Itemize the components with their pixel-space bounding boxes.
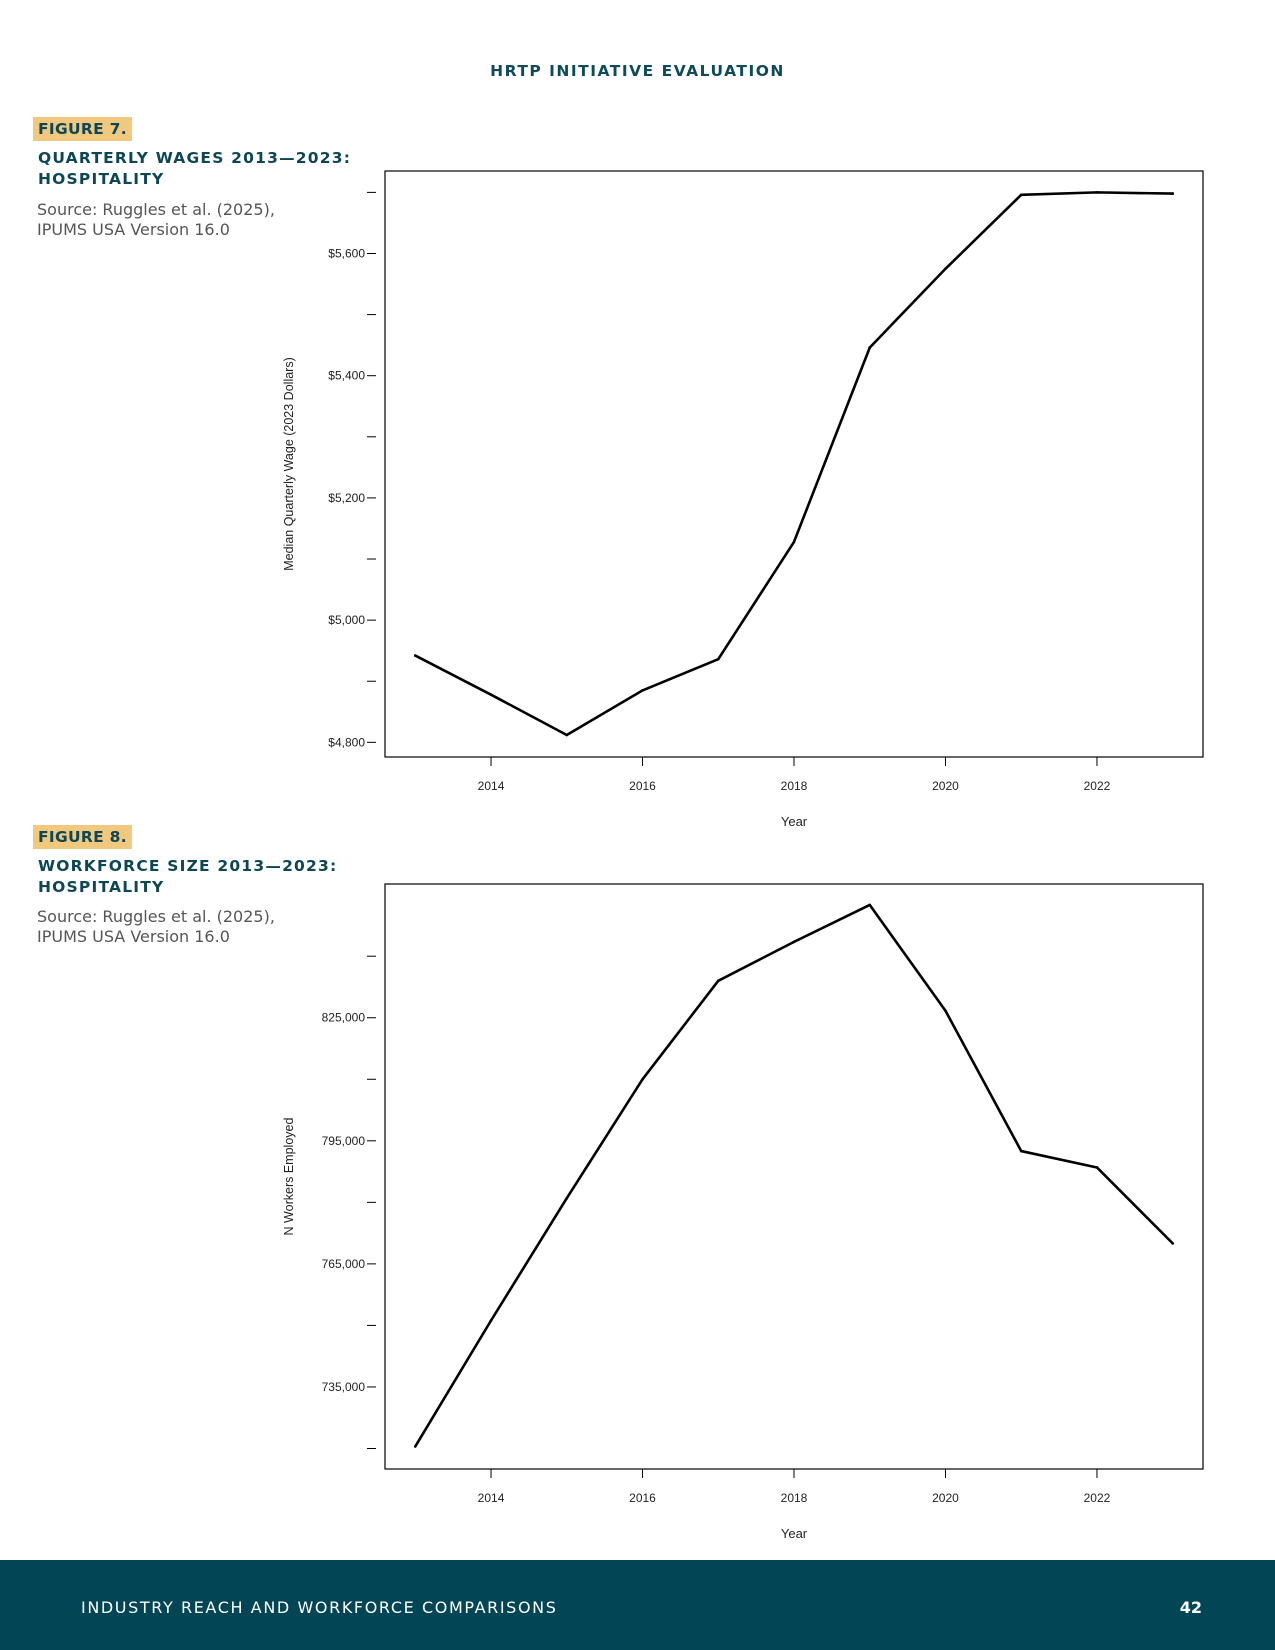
- data-point: [944, 1009, 947, 1013]
- x-tick-label: 2022: [1084, 779, 1111, 793]
- figure-7-tag: FIGURE 7.: [33, 117, 132, 141]
- data-point: [792, 540, 796, 544]
- figure-8-source: Source: Ruggles et al. (2025), IPUMS USA…: [37, 907, 275, 946]
- running-head: HRTP INITIATIVE EVALUATION: [490, 62, 785, 80]
- y-tick-label: $5,400: [328, 369, 365, 383]
- figure-8-title: WORKFORCE SIZE 2013—2023: HOSPITALITY: [38, 857, 338, 896]
- figure-7-title: QUARTERLY WAGES 2013—2023: HOSPITALITY: [38, 149, 352, 188]
- footer-section-title: INDUSTRY REACH AND WORKFORCE COMPARISONS: [81, 1598, 558, 1617]
- y-tick-label: 825,000: [322, 1011, 366, 1025]
- data-point: [1171, 1242, 1175, 1245]
- data-point: [489, 1319, 493, 1322]
- data-point: [413, 1445, 417, 1448]
- data-point: [1019, 1149, 1023, 1153]
- y-tick-label: 765,000: [322, 1257, 366, 1271]
- x-axis-title: Year: [781, 1526, 808, 1541]
- plot-frame: [384, 883, 1204, 1470]
- x-tick-label: 2022: [1084, 1491, 1111, 1505]
- y-tick-label: $5,000: [328, 613, 365, 627]
- x-tick-label: 2016: [629, 1491, 656, 1505]
- data-point: [792, 940, 796, 944]
- x-tick-label: 2014: [478, 1491, 505, 1505]
- y-axis-title: Median Quarterly Wage (2023 Dollars): [282, 357, 296, 571]
- y-tick-label: $5,200: [328, 491, 365, 505]
- y-tick-label: 795,000: [322, 1134, 366, 1148]
- data-point: [641, 1077, 644, 1081]
- data-point: [565, 1196, 569, 1200]
- data-point: [413, 654, 417, 657]
- x-tick-label: 2014: [478, 779, 505, 793]
- figure-7-source: Source: Ruggles et al. (2025), IPUMS USA…: [37, 200, 275, 239]
- y-tick-label: $5,600: [328, 246, 365, 260]
- x-tick-label: 2016: [629, 779, 656, 793]
- data-point: [1019, 193, 1023, 197]
- data-point: [716, 979, 720, 983]
- x-tick-label: 2018: [781, 1491, 808, 1505]
- data-point: [868, 346, 872, 349]
- figure-8-tag: FIGURE 8.: [33, 825, 132, 849]
- y-axis-title: N Workers Employed: [282, 1118, 296, 1236]
- page-number: 42: [1179, 1598, 1202, 1617]
- x-axis-title: Year: [781, 814, 808, 829]
- series-line: [413, 903, 1175, 1448]
- data-point: [716, 657, 720, 661]
- x-tick-label: 2020: [932, 779, 959, 793]
- data-point: [1095, 1166, 1099, 1169]
- figure-8-workforce-chart: 2014 2016 2018 2020 2022 Year 735,000 765,000 79…: [282, 883, 1204, 1541]
- data-point: [489, 693, 493, 696]
- x-tick-label: 2018: [781, 779, 808, 793]
- data-point: [944, 267, 947, 271]
- figure-7-wages-chart: 2014 2016 2018 2020 2022 Year $4,800 $5,000 $5,2…: [282, 170, 1204, 829]
- data-point: [565, 733, 569, 737]
- data-point: [641, 689, 644, 692]
- data-point: [1171, 192, 1175, 195]
- y-tick-label: 735,000: [322, 1380, 366, 1394]
- data-point: [868, 903, 872, 907]
- data-point: [1095, 191, 1099, 194]
- y-tick-label: $4,800: [328, 735, 365, 749]
- page-footer: INDUSTRY REACH AND WORKFORCE COMPARISONS…: [0, 1560, 1275, 1650]
- x-tick-label: 2020: [932, 1491, 959, 1505]
